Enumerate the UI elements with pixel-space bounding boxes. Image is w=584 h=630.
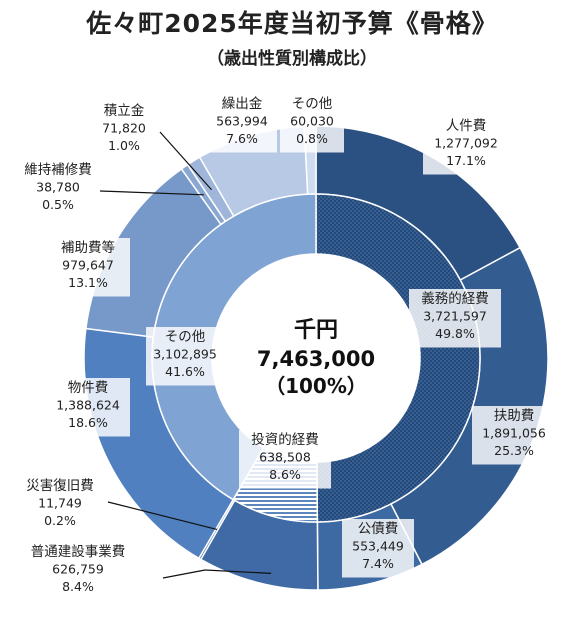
outer-label-1-box — [423, 116, 509, 175]
outer-label-7-value: 979,647 — [62, 258, 114, 273]
chart-title: 佐々町2025年度当初予算《骨格》 — [86, 9, 498, 38]
leader-line-8 — [99, 190, 204, 196]
outer-label-1-name: 人件費 — [446, 118, 487, 134]
outer-label-4-value: 626,759 — [52, 562, 104, 577]
donut-hole — [212, 254, 420, 462]
outer-label-11-percent: 0.8% — [296, 131, 328, 146]
outer-label-4-percent: 8.4% — [62, 579, 94, 594]
inner-label-3-percent: 41.6% — [165, 364, 205, 379]
outer-label-8-percent: 0.5% — [42, 197, 74, 212]
leader-line-4a — [162, 569, 206, 579]
outer-label-2-percent: 25.3% — [494, 443, 534, 458]
outer-label-7-name: 補助費等 — [61, 239, 115, 256]
inner-label-1-value: 3,721,597 — [423, 309, 487, 324]
inner-label-1-percent: 49.8% — [435, 326, 475, 341]
center-total: 7,463,000 — [257, 347, 375, 371]
outer-label-1-value: 1,277,092 — [434, 136, 498, 151]
center-unit: 千円 — [294, 318, 338, 343]
inner-label-2-percent: 8.6% — [269, 467, 301, 482]
center-percent: （100%） — [265, 374, 367, 398]
outer-label-4-name: 普通建設事業費 — [31, 544, 126, 560]
outer-label-9-value: 71,820 — [102, 121, 146, 136]
outer-label-3-name: 公債費 — [358, 521, 399, 537]
outer-label-10-value: 563,994 — [216, 114, 268, 129]
outer-label-5-value: 11,749 — [38, 496, 82, 511]
outer-label-3-value: 553,449 — [352, 539, 404, 554]
inner-label-2-value: 638,508 — [259, 450, 311, 465]
inner-label-3-box — [146, 327, 224, 386]
inner-label-2-name: 投資的経費 — [251, 432, 319, 448]
outer-label-1-percent: 17.1% — [446, 153, 486, 168]
outer-label-9-name: 積立金 — [104, 103, 145, 119]
outer-label-3-percent: 7.4% — [362, 556, 394, 571]
outer-label-8-value: 38,780 — [36, 180, 80, 195]
outer-label-6-box — [46, 378, 130, 437]
outer-label-6-name: 物件費 — [68, 380, 109, 396]
inner-label-1-name: 義務的経費 — [421, 290, 489, 307]
outer-label-10-box — [207, 94, 277, 153]
outer-label-9-percent: 1.0% — [108, 138, 140, 153]
outer-label-6-value: 1,388,624 — [56, 398, 120, 413]
inner-label-3-value: 3,102,895 — [153, 347, 217, 362]
leader-line-9 — [159, 131, 213, 191]
outer-label-7-box — [46, 238, 130, 297]
outer-label-10-name: 繰出金 — [222, 96, 263, 112]
leader-lines — [99, 131, 272, 579]
chart-subtitle: （歳出性質別構成比） — [207, 49, 377, 69]
slice-labels: 人件費 1,277,092 17.1% 扶助費 1,891,056 25.3% 公債費 553… — [24, 94, 556, 594]
outer-label-10-percent: 7.6% — [226, 131, 258, 146]
inner-ring — [151, 193, 481, 523]
outer-label-11-value: 60,030 — [290, 114, 334, 129]
outer-label-11-box — [280, 94, 344, 153]
inner-label-2-box — [239, 430, 331, 489]
outer-label-5-percent: 0.2% — [44, 513, 76, 528]
outer-label-2-box — [472, 406, 556, 465]
outer-label-5-name: 災害復旧費 — [26, 477, 94, 494]
outer-label-11-name: その他 — [292, 96, 333, 112]
outer-label-6-percent: 18.6% — [68, 415, 108, 430]
outer-label-3-box — [342, 519, 414, 578]
leader-line-5 — [107, 501, 218, 530]
inner-label-3-name: その他 — [165, 329, 206, 345]
outer-label-8-name: 維持補修費 — [24, 162, 92, 178]
outer-label-2-name: 扶助費 — [494, 408, 535, 424]
leader-line-4 — [204, 569, 272, 574]
outer-label-7-percent: 13.1% — [68, 275, 108, 290]
inner-label-1-box — [409, 289, 501, 348]
outer-label-2-value: 1,891,056 — [482, 426, 546, 441]
